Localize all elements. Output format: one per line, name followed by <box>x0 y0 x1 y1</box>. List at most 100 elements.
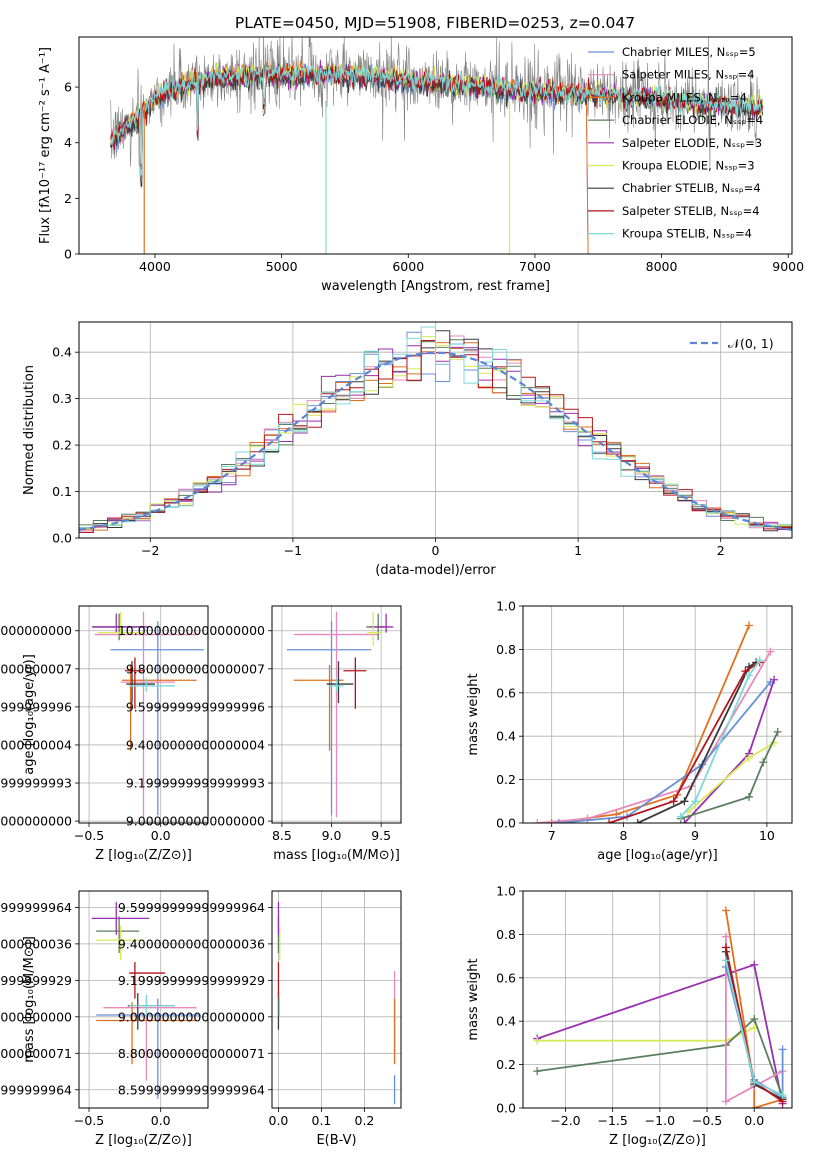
weight-marker <box>533 819 542 823</box>
legend-label: Chabrier STELIB, Nₛₛₚ=4 <box>622 181 761 195</box>
y-axis-label: mass weight <box>466 673 481 755</box>
y-axis-label: mass [log₁₀(M/M⊙)] <box>22 936 37 1063</box>
weight-marker <box>744 671 753 680</box>
x-axis-label: wavelength [Angstrom, rest frame] <box>321 279 550 294</box>
x-tick-label: −2 <box>141 543 159 558</box>
y-tick-label: 8.80000000000000071 <box>0 1046 72 1061</box>
weight-marker <box>778 1090 787 1099</box>
legend-label: Kroupa ELODIE, Nₛₛₚ=3 <box>622 159 755 173</box>
x-axis-label: E(B-V) <box>316 1133 356 1148</box>
histogram-krou-stelib <box>79 326 792 529</box>
x-axis-label: age [log₁₀(age/yr)] <box>597 848 718 863</box>
y-tick-label: 0.8 <box>496 642 516 657</box>
y-tick-label: 0.2 <box>496 1057 516 1072</box>
weight-marker <box>759 758 768 767</box>
plots: 4000 5000 6000 7000 8000 9000 0 2 4 6 wavelength [… <box>0 36 804 1148</box>
weight-marker <box>741 667 750 676</box>
error-bars <box>91 611 204 818</box>
weight-marker <box>750 1104 759 1108</box>
legend-label: Kroupa MILES, Nₛₛₚ=4 <box>622 90 747 104</box>
weight-series-krou-elodie <box>537 1026 755 1042</box>
y-tick-label: 2 <box>64 191 72 206</box>
y-tick-label: 4 <box>64 135 72 150</box>
y-tick-label: 9.59999999999999964 <box>0 900 72 915</box>
error-bars <box>91 901 201 1099</box>
y-tick-label: 0 <box>64 247 72 262</box>
x-tick-label: 2 <box>717 543 725 558</box>
weight-series-chab-stelib <box>637 661 757 823</box>
weight-lines <box>533 906 787 1108</box>
weight-marker <box>721 943 730 952</box>
y-tick-label: 10.0000000000000000 <box>0 623 72 638</box>
weight-series-krou-miles <box>725 910 783 1108</box>
weight-marker <box>770 675 779 684</box>
weight-marker <box>533 1036 542 1045</box>
y-axis-label: Normed distribution <box>22 365 37 495</box>
weight-marker <box>744 792 753 801</box>
plot-frame <box>271 605 402 824</box>
spectrum-panel: 4000 5000 6000 7000 8000 9000 0 2 4 6 wavelength [… <box>38 36 804 294</box>
y-tick-label: 1.0 <box>496 884 516 899</box>
x-axis-label: Z [log₁₀(Z/Z⊙)] <box>609 1133 706 1148</box>
x-tick-label: 0.2 <box>355 1113 375 1128</box>
x-tick-label: 0.1 <box>312 1113 332 1128</box>
y-axis-label: Flux [fλ10⁻¹⁷ erg cm⁻² s⁻¹ A⁻¹] <box>38 47 53 244</box>
y-tick-label: 0.6 <box>496 685 516 700</box>
x-axis-label: Z [log₁₀(Z/Z⊙)] <box>95 848 192 863</box>
x-tick-label: 0.0 <box>269 1113 289 1128</box>
y-tick-label: 9.8000000000000007 <box>126 661 265 676</box>
mass-vs-Z-panel: −0.5 0.0 8.59999999999999964 8.800000000000… <box>0 890 209 1148</box>
y-tick-label: 6 <box>64 80 72 95</box>
y-tick-label: 9.1999999999999993 <box>0 776 72 791</box>
x-tick-label: 0.0 <box>151 828 171 843</box>
x-tick-label: 7000 <box>519 259 551 274</box>
y-tick-label: 0.4 <box>496 729 516 744</box>
y-tick-label: 0.8 <box>496 927 516 942</box>
legend-label: Kroupa STELIB, Nₛₛₚ=4 <box>622 227 752 241</box>
y-tick-label: 9.8000000000000007 <box>0 661 72 676</box>
x-axis-label: Z [log₁₀(Z/Z⊙)] <box>95 1133 192 1148</box>
y-tick-label: 10.0000000000000000 <box>118 623 265 638</box>
weight-series-salp-miles <box>725 936 784 1104</box>
weight-marker <box>766 647 775 656</box>
x-tick-label: 0.0 <box>744 1113 764 1128</box>
y-tick-label: 9.59999999999999964 <box>118 900 265 915</box>
weight-series-chab-miles <box>558 681 772 823</box>
error-bars <box>277 901 396 1105</box>
y-tick-label: 9.5999999999999996 <box>0 699 72 714</box>
x-tick-label: −0.5 <box>74 1113 104 1128</box>
y-tick-label: 0.3 <box>52 391 72 406</box>
x-tick-label: 9.5 <box>371 828 391 843</box>
weight-series-krou-stelib <box>680 659 761 818</box>
weight-marker <box>721 932 730 941</box>
weight-marker <box>721 1097 730 1106</box>
y-tick-label: 0.0 <box>52 531 72 546</box>
y-tick-label: 9.40000000000000036 <box>118 936 265 951</box>
y-tick-label: 9.00000000000000000 <box>0 1009 72 1024</box>
y-axis-label: age [log₁₀(age/yr)] <box>22 654 37 775</box>
spectrum-legend: Chabrier MILES, Nₛₛₚ=5 Salpeter MILES, Nₛ… <box>588 45 763 241</box>
legend-label: Chabrier MILES, Nₛₛₚ=5 <box>622 45 756 59</box>
x-tick-label: 5000 <box>266 259 298 274</box>
weight-marker <box>778 1045 787 1054</box>
y-tick-label: 8.59999999999999964 <box>0 1082 72 1097</box>
y-tick-label: 9.1999999999999993 <box>126 776 265 791</box>
weight-marker <box>691 797 700 806</box>
weight-marker <box>773 727 782 736</box>
plot-frame <box>78 321 793 539</box>
x-tick-label: −1 <box>284 543 302 558</box>
mass-vs-EBV-panel: 0.0 0.1 0.2 8.59999999999999964 8.8000000000… <box>118 890 402 1148</box>
normal-curve <box>79 351 792 531</box>
error-bars <box>286 611 394 818</box>
age-vs-mass-panel: 8.5 9.0 9.5 9.0000000000000000 9.19999999999… <box>118 605 402 863</box>
weight-marker <box>750 1077 759 1086</box>
weight-series-chab-elodie <box>537 1017 784 1098</box>
y-tick-label: 9.40000000000000036 <box>0 936 72 951</box>
weight-marker <box>744 621 753 630</box>
y-tick-label: 9.19999999999999929 <box>118 973 265 988</box>
legend-label: 𝒩(0, 1) <box>728 336 774 351</box>
figure-title: PLATE=0450, MJD=51908, FIBERID=0253, z=0… <box>235 14 635 32</box>
age-vs-Z-panel: −0.5 0.0 9.0000000000000000 9.1999999999999… <box>0 605 209 863</box>
weight-marker <box>547 819 556 823</box>
